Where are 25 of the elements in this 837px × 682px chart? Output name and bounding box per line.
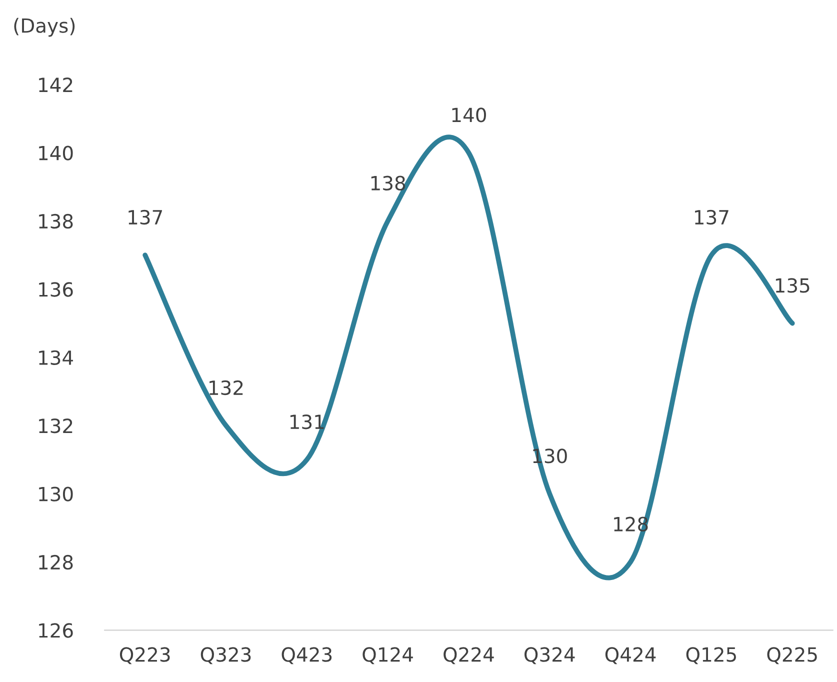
x-tick-label: Q223 [120,647,170,664]
y-tick-label: 126 [39,623,73,638]
data-label: 138 [371,176,406,190]
x-tick-label: Q324 [524,647,575,664]
y-tick-label: 138 [39,214,73,229]
x-tick-label: Q424 [605,647,656,664]
x-tick-label: Q423 [282,647,332,664]
y-tick-label: 140 [39,146,73,160]
x-tick-label: Q124 [362,647,413,664]
x-tick-label: Q323 [200,647,251,664]
y-axis-title: (Days) [14,18,75,37]
y-tick-label: 130 [39,486,73,502]
x-tick-label: Q125 [686,647,736,664]
data-label: 140 [452,108,486,122]
y-tick-label: 134 [39,350,73,366]
data-label: 135 [776,278,810,293]
y-tick-label: 128 [39,554,73,570]
data-label: 137 [128,210,162,225]
y-tick-label: 132 [39,418,72,434]
data-label: 137 [695,210,728,225]
y-tick-label: 136 [39,282,73,297]
y-tick-label: 142 [39,78,72,92]
x-tick-label: Q224 [444,647,494,664]
data-label: 132 [210,380,243,396]
x-tick-label: Q225 [767,647,817,664]
